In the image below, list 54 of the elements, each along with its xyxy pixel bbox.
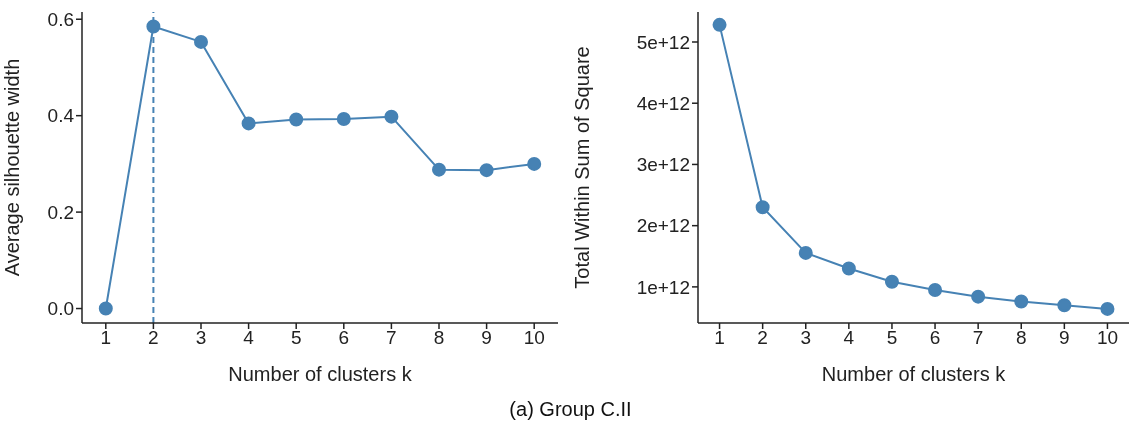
point [432, 162, 446, 177]
point [712, 17, 727, 32]
x-tick-label: 7 [972, 327, 984, 349]
y-tick-label: 2e+12 [636, 215, 690, 237]
x-tick-label: 8 [1015, 327, 1027, 349]
y-axis-title: Average silhouette width [1, 58, 24, 277]
x-tick-label: 9 [1059, 327, 1070, 349]
point [1014, 294, 1029, 309]
x-tick-label: 6 [929, 327, 941, 349]
y-tick-label: 0.2 [47, 201, 74, 223]
x-axis-title: Number of clusters k [228, 363, 413, 385]
point [289, 112, 304, 127]
x-tick-label: 2 [757, 327, 768, 349]
x-tick-label: 3 [195, 327, 207, 349]
point [971, 289, 986, 304]
point [1057, 298, 1072, 313]
point [194, 34, 208, 49]
point [479, 163, 494, 178]
x-tick-label: 1 [100, 327, 112, 349]
point [384, 109, 399, 124]
x-tick-label: 1 [714, 327, 725, 349]
x-tick-label: 5 [290, 327, 302, 349]
x-tick-label: 9 [481, 327, 492, 349]
y-tick-label: 4e+12 [636, 92, 690, 114]
point [1100, 301, 1115, 316]
x-tick-label: 10 [1096, 327, 1119, 349]
x-tick-label: 10 [523, 327, 545, 349]
point [98, 301, 113, 316]
y-tick-label: 0.4 [47, 105, 75, 127]
y-tick-label: 3e+12 [636, 154, 690, 176]
text: (a) Group C.II [509, 398, 632, 420]
point [241, 116, 256, 131]
y-tick-label: 5e+12 [636, 31, 690, 53]
y-tick-label: 0.0 [47, 298, 74, 320]
y-tick-label: 1e+12 [636, 276, 690, 298]
y-tick-label: 0.6 [47, 8, 74, 30]
x-tick-label: 6 [338, 327, 350, 349]
point [884, 274, 899, 289]
point [527, 156, 542, 171]
point [146, 19, 161, 34]
point [841, 261, 856, 276]
x-tick-label: 8 [433, 327, 445, 349]
x-tick-label: 4 [843, 327, 855, 349]
x-tick-label: 7 [386, 327, 397, 349]
x-tick-label: 5 [886, 327, 898, 349]
y-axis-title: Total Within Sum of Square [571, 46, 594, 289]
point [928, 282, 943, 297]
x-tick-label: 3 [800, 327, 812, 349]
x-tick-label: 2 [148, 327, 159, 349]
point [798, 245, 813, 260]
point [336, 112, 351, 127]
point [755, 200, 770, 215]
x-tick-label: 4 [243, 327, 255, 349]
x-axis-title: Number of clusters k [821, 363, 1007, 385]
